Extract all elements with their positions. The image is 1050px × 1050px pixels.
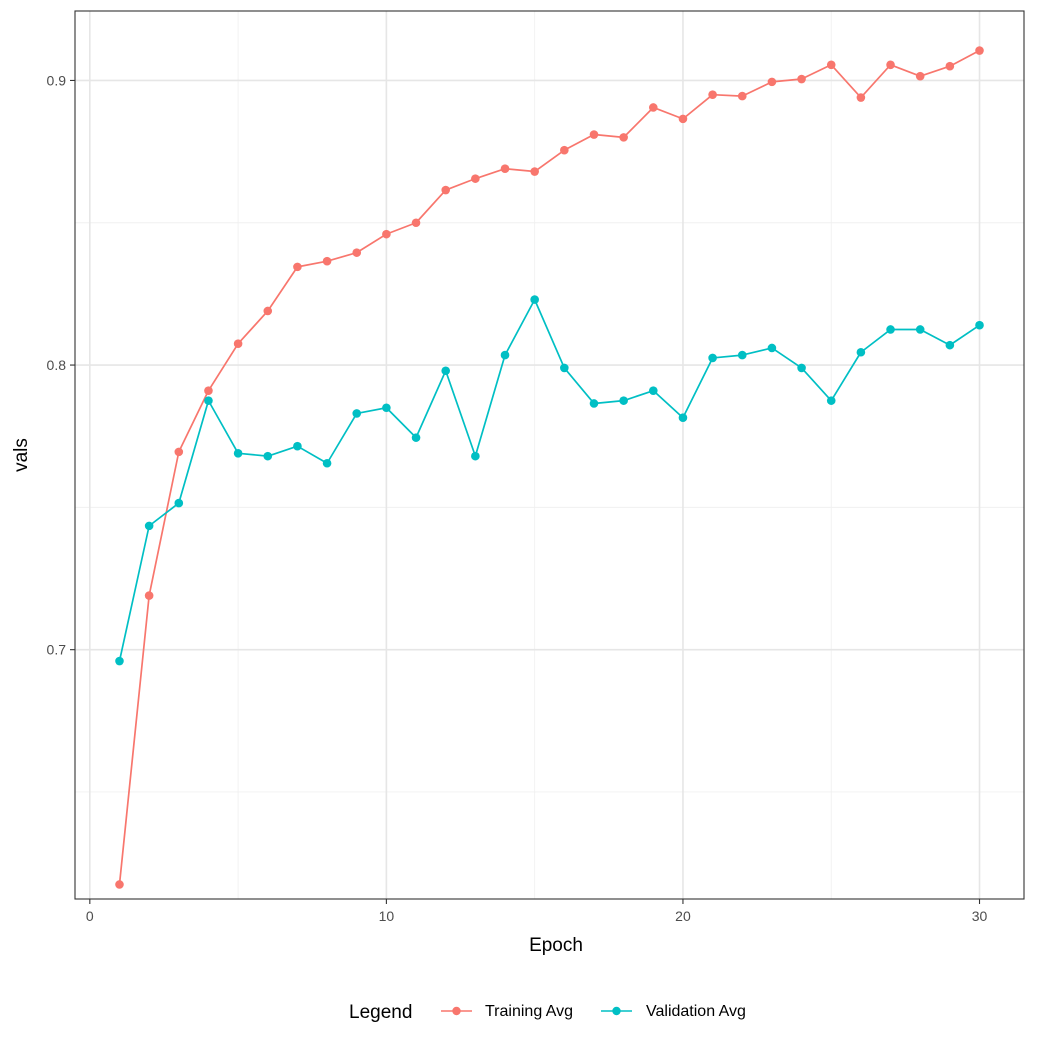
data-point — [678, 114, 688, 124]
series-training — [115, 46, 984, 889]
data-point — [797, 74, 806, 84]
data-point — [204, 386, 213, 395]
x-tick-label: 30 — [972, 908, 988, 924]
data-point — [856, 93, 866, 102]
legend-label: Training Avg — [485, 1003, 573, 1020]
data-point — [471, 451, 480, 461]
data-point — [767, 77, 777, 87]
data-point — [144, 591, 154, 600]
data-point — [975, 46, 984, 55]
data-point — [115, 656, 124, 666]
data-point — [352, 409, 362, 418]
data-point — [530, 167, 539, 176]
data-point — [945, 340, 955, 350]
series-line — [118, 298, 980, 662]
data-point — [322, 458, 332, 468]
data-point — [144, 521, 154, 531]
data-point — [945, 61, 955, 71]
data-point — [174, 498, 184, 508]
data-point — [648, 103, 658, 112]
legend-label: Validation Avg — [646, 1003, 746, 1020]
legend: Legend Training Avg Validation Avg — [349, 1002, 746, 1023]
data-point — [678, 413, 688, 423]
legend-key-point — [452, 1006, 461, 1016]
data-point — [737, 350, 747, 360]
legend-key-point — [612, 1006, 621, 1016]
data-point — [886, 60, 895, 70]
legend-item-validation: Validation Avg — [601, 1003, 746, 1020]
data-point — [115, 880, 124, 889]
data-point — [204, 396, 213, 405]
data-point — [826, 396, 836, 405]
data-point — [915, 325, 925, 334]
data-point — [886, 325, 895, 334]
data-point — [411, 433, 421, 442]
data-point — [233, 339, 243, 349]
y-axis-ticks: 0.7 0.8 0.9 — [47, 72, 75, 658]
data-point — [441, 366, 451, 376]
data-point — [382, 229, 391, 239]
y-tick-label: 0.7 — [47, 642, 67, 658]
data-point — [856, 347, 866, 357]
data-point — [263, 306, 273, 316]
x-tick-label: 20 — [675, 908, 691, 924]
y-tick-label: 0.9 — [47, 72, 67, 88]
data-point — [530, 295, 539, 304]
data-point — [471, 174, 480, 183]
data-point — [975, 320, 984, 330]
data-point — [915, 71, 925, 81]
data-point — [500, 164, 510, 173]
data-point — [619, 133, 628, 142]
x-tick-label: 10 — [379, 908, 395, 924]
data-point — [560, 363, 569, 373]
x-axis-title: Epoch — [529, 935, 583, 956]
data-point — [352, 248, 362, 257]
data-point — [441, 185, 451, 195]
data-point — [619, 396, 628, 405]
panel-border — [74, 10, 1025, 900]
data-point — [797, 363, 806, 373]
data-point — [589, 399, 599, 408]
data-point — [233, 448, 243, 458]
data-point — [589, 130, 599, 139]
data-point — [648, 386, 658, 395]
data-point — [293, 262, 302, 272]
major-gridlines — [75, 11, 1024, 899]
data-point — [382, 403, 391, 413]
series-validation — [115, 295, 984, 666]
data-point — [500, 350, 510, 360]
data-point — [767, 343, 777, 353]
legend-item-training: Training Avg — [441, 1003, 573, 1020]
legend-title: Legend — [349, 1002, 412, 1023]
data-point — [293, 441, 302, 451]
data-point — [263, 451, 273, 461]
y-axis-title: vals — [11, 438, 32, 472]
series-line — [118, 49, 980, 885]
data-point — [174, 447, 184, 457]
data-point — [560, 145, 569, 155]
data-point — [411, 218, 421, 228]
series-layer — [115, 46, 984, 889]
data-point — [737, 91, 747, 101]
x-tick-label: 0 — [86, 908, 94, 924]
data-point — [826, 60, 836, 70]
x-axis-ticks: 0 10 20 30 — [86, 899, 988, 924]
minor-gridlines — [75, 11, 1024, 899]
data-point — [708, 353, 717, 363]
y-tick-label: 0.8 — [47, 357, 67, 373]
data-point — [322, 256, 332, 266]
data-point — [708, 90, 717, 99]
